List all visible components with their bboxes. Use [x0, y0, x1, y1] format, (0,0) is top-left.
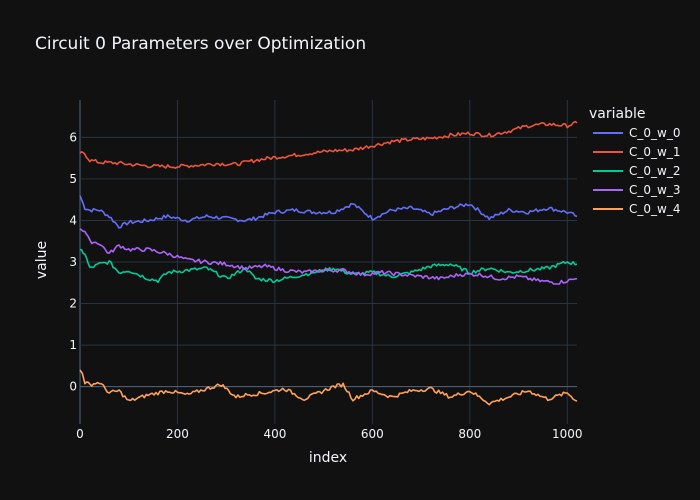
x-axis-ticks: 0 200 400 600 800 1000 [76, 427, 582, 441]
y-tick-label: 4 [69, 213, 77, 227]
legend-label: C_0_w_1 [629, 145, 680, 159]
y-axis-label: value [34, 241, 50, 279]
legend-label: C_0_w_4 [629, 202, 680, 216]
series-line-C_0_w_0 [79, 195, 578, 229]
x-tick-label: 400 [263, 427, 286, 441]
series-line-C_0_w_3 [79, 228, 578, 285]
legend-item[interactable]: C_0_w_1 [593, 145, 680, 159]
x-tick-label: 200 [166, 427, 189, 441]
y-tick-label: 3 [69, 255, 77, 269]
y-axis-ticks: 0 1 2 3 4 5 6 [69, 130, 77, 393]
series-line-C_0_w_2 [79, 248, 578, 284]
y-tick-label: 5 [69, 172, 77, 186]
legend-item[interactable]: C_0_w_2 [593, 164, 680, 178]
x-tick-label: 600 [361, 427, 384, 441]
legend-label: C_0_w_0 [629, 126, 680, 140]
series-lines [79, 120, 578, 406]
y-tick-label: 1 [69, 338, 77, 352]
x-tick-label: 800 [458, 427, 481, 441]
x-tick-label: 1000 [552, 427, 583, 441]
legend-item[interactable]: C_0_w_3 [593, 183, 680, 197]
series-line-C_0_w_1 [79, 120, 578, 169]
legend: variable C_0_w_0 C_0_w_1 C_0_w_2 C_0_w_3 C_0… [589, 106, 680, 216]
chart-title: Circuit 0 Parameters over Optimization [35, 34, 367, 54]
y-tick-label: 6 [69, 130, 77, 144]
y-tick-label: 0 [69, 380, 77, 394]
series-line-C_0_w_4 [79, 369, 578, 406]
x-tick-label: 0 [76, 427, 84, 441]
legend-item[interactable]: C_0_w_0 [593, 126, 680, 140]
x-axis-label: index [309, 450, 347, 466]
y-tick-label: 2 [69, 297, 77, 311]
grid-lines [79, 100, 577, 424]
legend-title: variable [589, 106, 645, 122]
legend-item[interactable]: C_0_w_4 [593, 202, 680, 216]
legend-label: C_0_w_3 [629, 183, 680, 197]
legend-label: C_0_w_2 [629, 164, 680, 178]
